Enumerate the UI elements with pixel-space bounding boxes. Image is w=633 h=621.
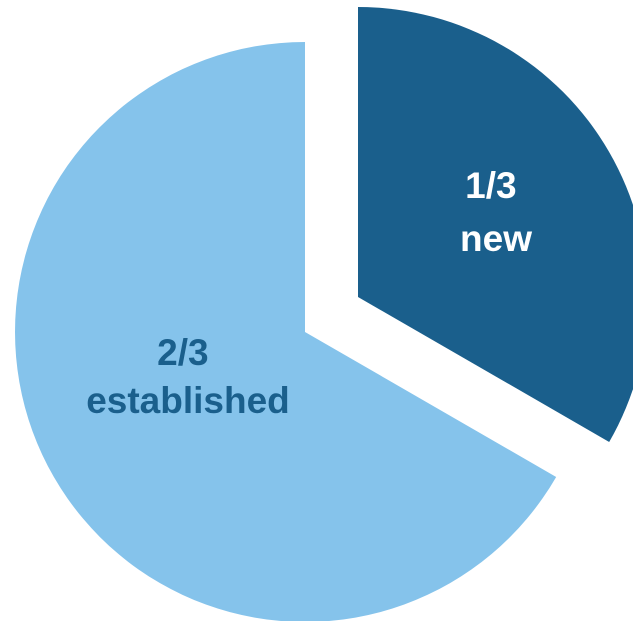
slice-label-established: 2/3 established bbox=[86, 332, 290, 421]
slice-name-established: established bbox=[86, 380, 290, 421]
slice-value-established: 2/3 bbox=[157, 332, 208, 373]
pie-slice-established bbox=[15, 42, 557, 621]
slice-name-new: new bbox=[460, 218, 532, 259]
slice-label-new: 1/3 new bbox=[460, 165, 532, 259]
pie-slice-new bbox=[358, 7, 633, 442]
slice-value-new: 1/3 bbox=[465, 165, 516, 206]
